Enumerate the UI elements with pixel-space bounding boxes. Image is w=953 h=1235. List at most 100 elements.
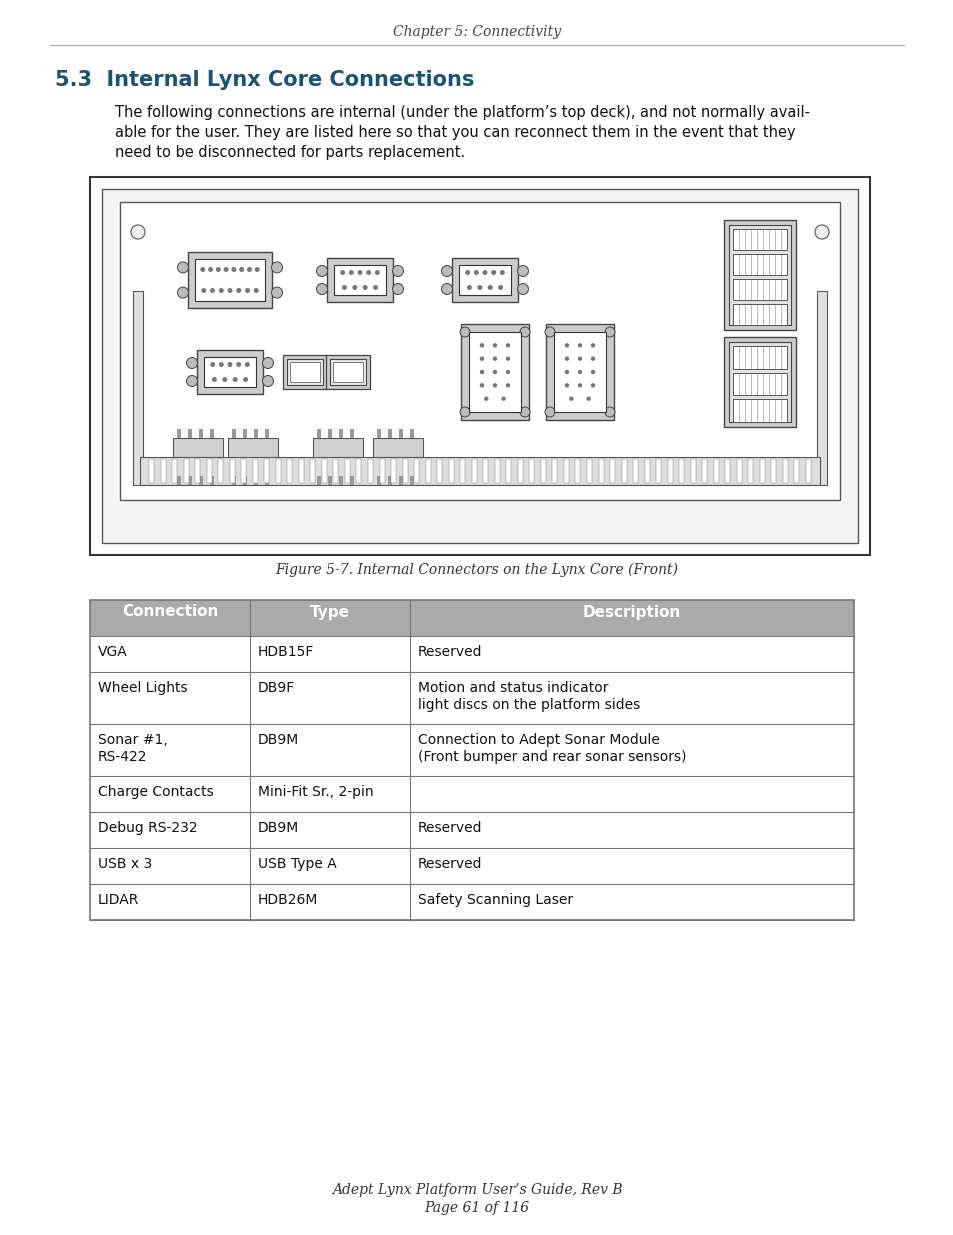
Bar — [728, 342, 790, 422]
Circle shape — [357, 270, 362, 275]
Circle shape — [131, 225, 145, 240]
Bar — [90, 811, 853, 848]
Circle shape — [476, 285, 482, 290]
Bar — [90, 848, 853, 884]
Circle shape — [373, 285, 377, 290]
Bar — [376, 429, 380, 438]
Circle shape — [341, 285, 347, 290]
Circle shape — [245, 362, 250, 367]
Bar — [338, 475, 342, 485]
Circle shape — [316, 266, 327, 277]
Bar — [724, 459, 730, 483]
Circle shape — [441, 266, 452, 277]
Text: RS-422: RS-422 — [98, 750, 148, 764]
Bar — [732, 346, 786, 369]
Text: Page 61 of 116: Page 61 of 116 — [424, 1200, 529, 1215]
Bar — [529, 459, 534, 483]
Bar — [338, 429, 342, 438]
Bar — [506, 459, 511, 483]
Circle shape — [247, 267, 252, 272]
Circle shape — [177, 287, 189, 298]
Bar — [321, 459, 327, 483]
Bar — [356, 459, 361, 483]
Circle shape — [590, 369, 595, 374]
Circle shape — [519, 408, 530, 417]
Text: DB9M: DB9M — [257, 821, 299, 835]
Bar — [402, 459, 407, 483]
Text: HDB15F: HDB15F — [257, 645, 314, 659]
Bar — [723, 220, 795, 330]
Bar — [210, 475, 213, 485]
Bar — [732, 228, 786, 249]
Bar — [376, 475, 380, 485]
Bar — [469, 332, 520, 412]
Circle shape — [482, 270, 487, 275]
Bar — [554, 332, 605, 412]
Bar — [760, 459, 764, 483]
Text: Motion and status indicator: Motion and status indicator — [417, 680, 608, 695]
Bar — [517, 459, 522, 483]
Bar — [334, 266, 386, 295]
Bar — [265, 475, 269, 485]
Bar — [425, 459, 430, 483]
Circle shape — [586, 396, 590, 401]
Text: Reserved: Reserved — [417, 645, 482, 659]
Bar — [398, 475, 402, 485]
Bar — [398, 429, 402, 438]
Bar — [410, 429, 414, 438]
Bar — [414, 459, 418, 483]
Circle shape — [564, 369, 569, 374]
Circle shape — [578, 383, 581, 388]
Text: (Front bumper and rear sonar sensors): (Front bumper and rear sonar sensors) — [417, 750, 686, 764]
Bar — [448, 459, 454, 483]
Circle shape — [392, 266, 403, 277]
Bar — [232, 429, 235, 438]
Circle shape — [479, 383, 484, 388]
Circle shape — [493, 383, 497, 388]
Bar — [316, 429, 320, 438]
Circle shape — [544, 408, 555, 417]
Text: USB x 3: USB x 3 — [98, 857, 152, 871]
Circle shape — [316, 284, 327, 294]
Bar — [287, 359, 323, 385]
Bar — [316, 475, 320, 485]
Circle shape — [493, 369, 497, 374]
Bar — [207, 459, 212, 483]
Bar — [459, 459, 465, 483]
Text: HDB26M: HDB26M — [257, 893, 318, 906]
Circle shape — [210, 288, 214, 293]
Circle shape — [253, 288, 258, 293]
Bar — [345, 459, 350, 483]
Circle shape — [218, 288, 224, 293]
Bar — [196, 350, 263, 394]
Bar — [575, 459, 579, 483]
Text: The following connections are internal (under the platform’s top deck), and not : The following connections are internal (… — [115, 105, 809, 120]
Text: DB9M: DB9M — [257, 734, 299, 747]
Circle shape — [517, 266, 528, 277]
Text: Chapter 5: Connectivity: Chapter 5: Connectivity — [393, 25, 560, 40]
Circle shape — [604, 408, 615, 417]
Bar — [183, 459, 189, 483]
Circle shape — [479, 357, 484, 361]
Bar — [204, 357, 255, 387]
Bar — [176, 475, 180, 485]
Bar — [690, 459, 695, 483]
Bar — [194, 259, 265, 301]
Bar — [483, 459, 488, 483]
Bar — [327, 429, 332, 438]
Bar — [350, 475, 354, 485]
Circle shape — [564, 383, 569, 388]
Text: VGA: VGA — [98, 645, 128, 659]
Text: Connection to Adept Sonar Module: Connection to Adept Sonar Module — [417, 734, 659, 747]
Bar — [391, 459, 395, 483]
Bar — [805, 459, 810, 483]
Bar — [290, 362, 319, 382]
Circle shape — [392, 284, 403, 294]
Bar — [90, 724, 853, 776]
Circle shape — [505, 369, 510, 374]
Circle shape — [245, 288, 250, 293]
Bar — [732, 279, 786, 300]
Bar — [458, 266, 511, 295]
Text: Reserved: Reserved — [417, 857, 482, 871]
Bar — [90, 636, 853, 672]
